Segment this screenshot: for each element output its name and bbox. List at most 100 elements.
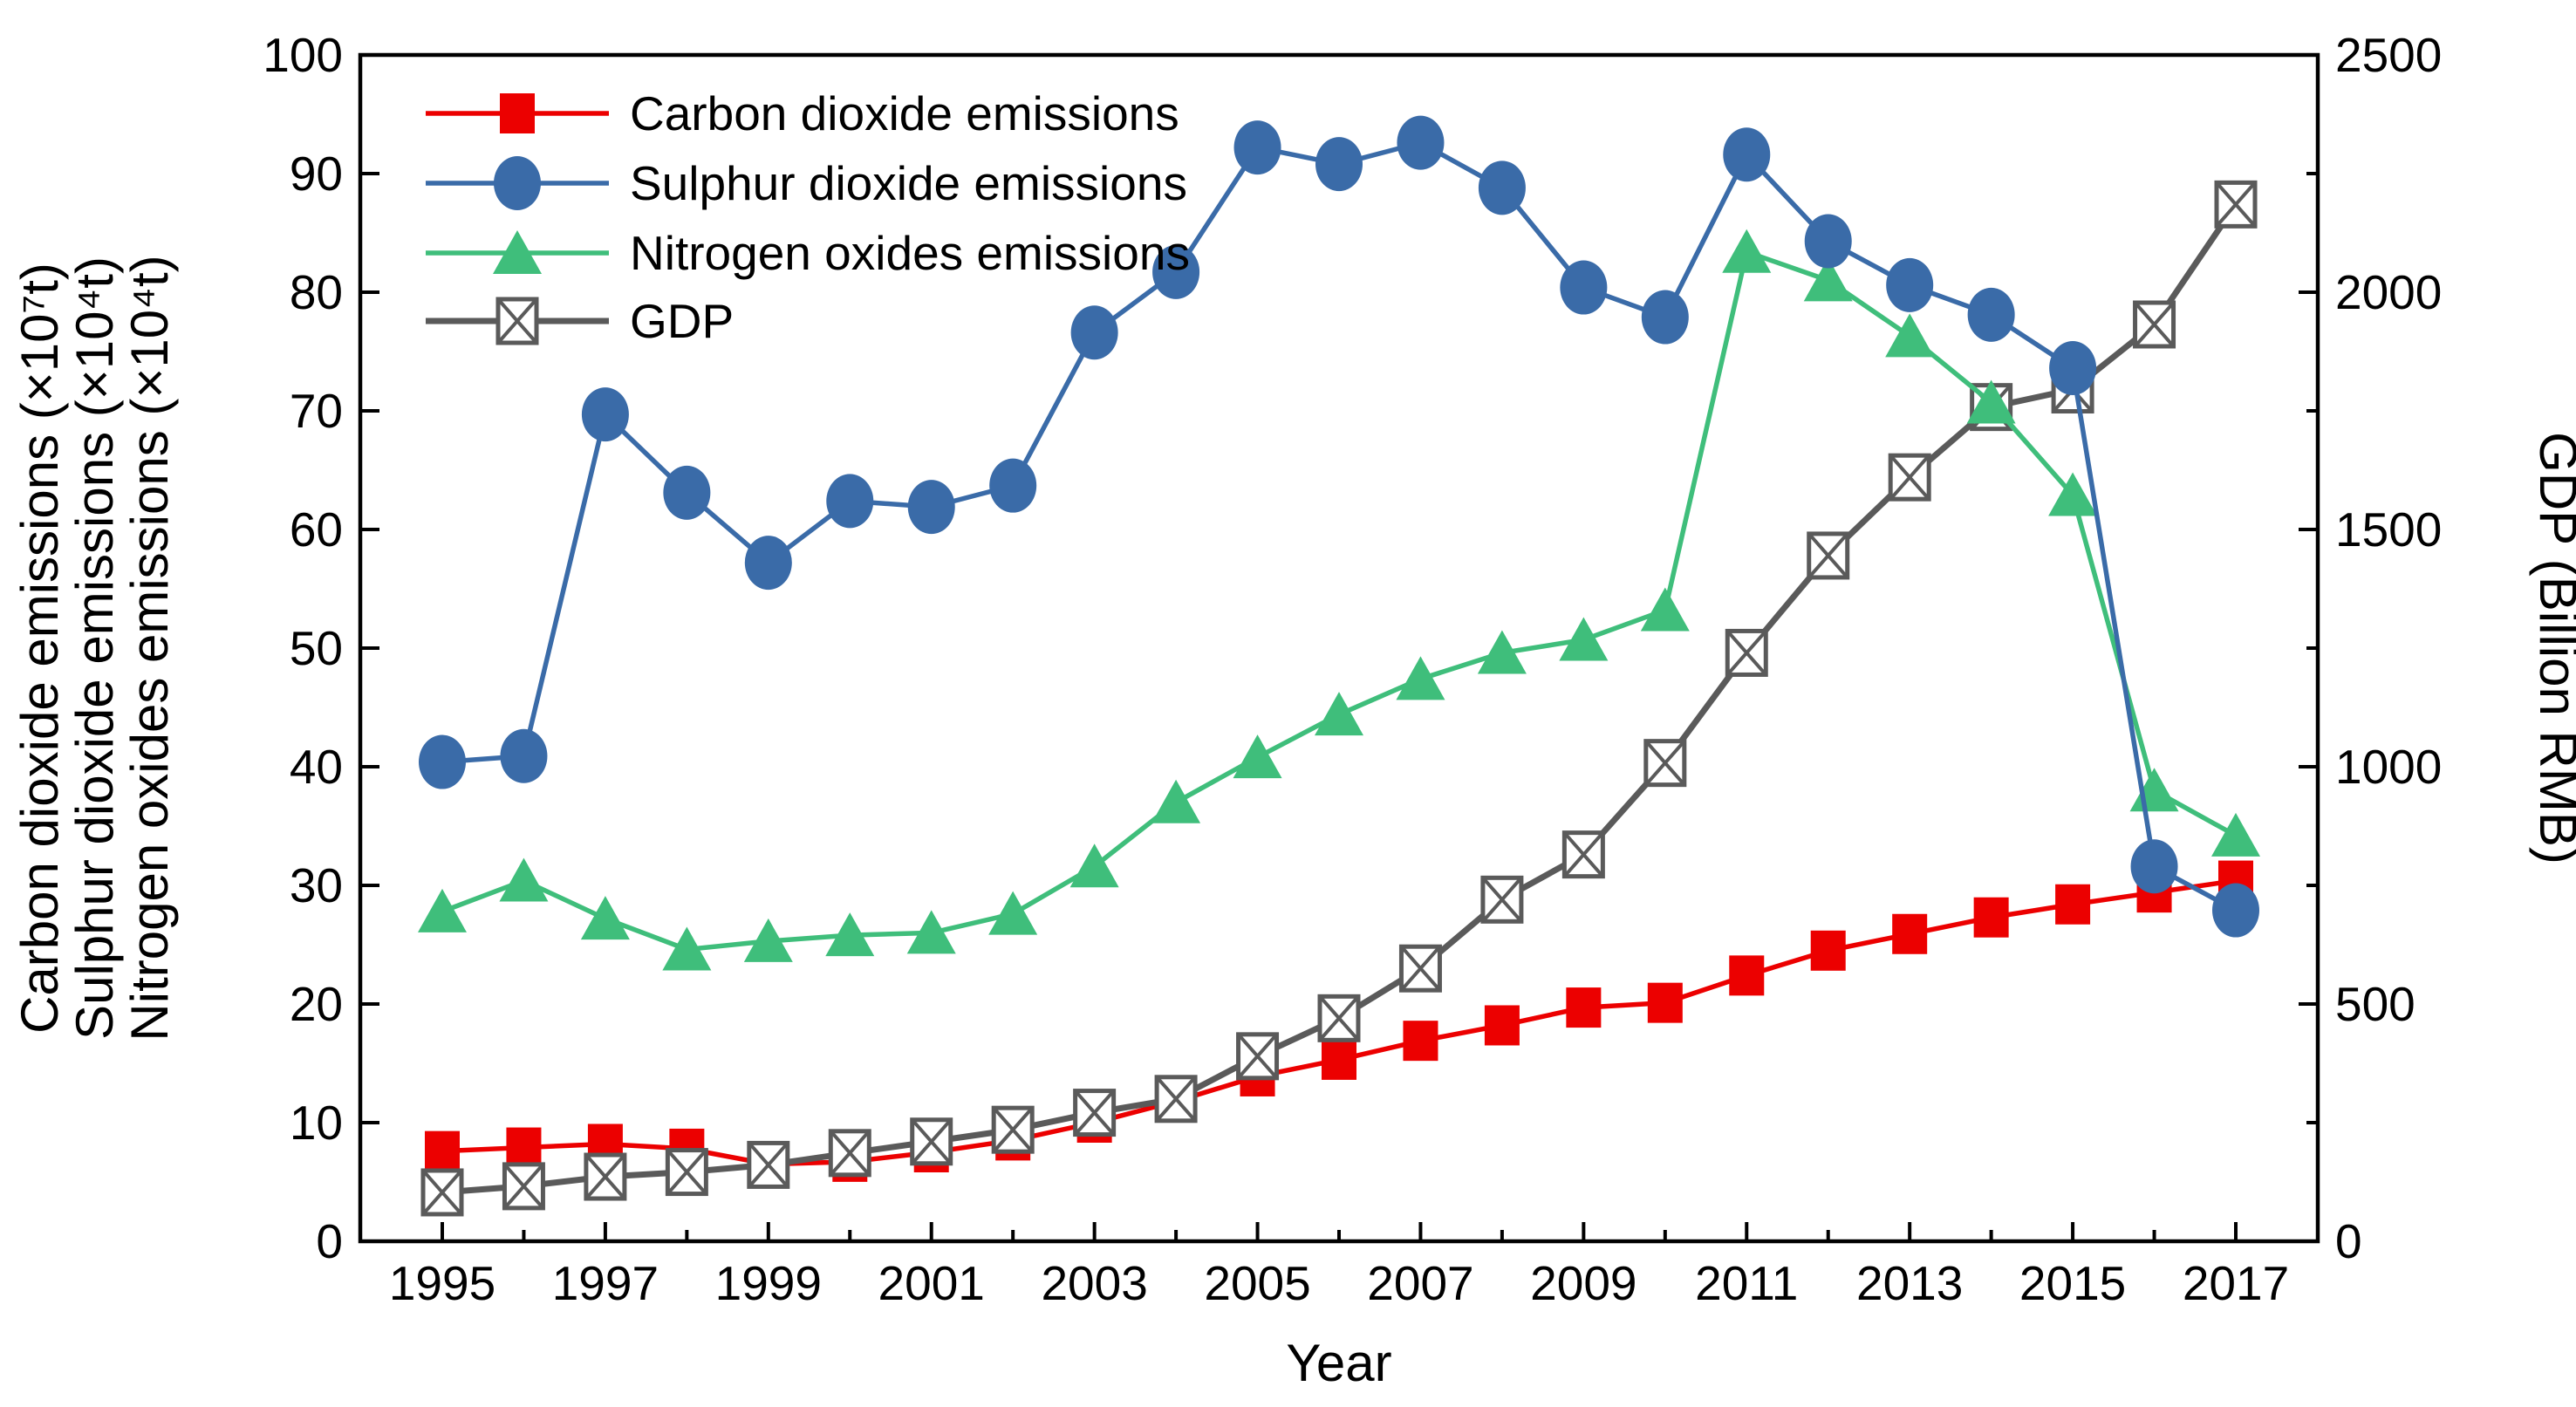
x-tick-label: 2015 [2019,1256,2126,1310]
data-point-marker [1723,127,1771,182]
legend: Carbon dioxide emissions Sulphur dioxide… [630,86,1190,348]
series-sulphur-dioxide-emissions [419,115,2259,938]
data-point-marker [743,918,793,962]
x-tick-label: 2003 [1041,1256,1147,1310]
legend-label-sulphur-dioxide: Sulphur dioxide emissions [630,156,1187,210]
data-point-marker [1810,930,1846,971]
data-point-marker [1403,1021,1438,1062]
left-y-tick-label: 90 [290,147,343,201]
left-y-tick-label: 30 [290,858,343,912]
data-point-marker [906,910,956,954]
data-point-marker [1315,692,1363,736]
marker-x-stroke [992,1106,1034,1153]
legend-label-carbon-dioxide: Carbon dioxide emissions [630,86,1179,140]
data-point-marker [2049,341,2097,396]
data-point-marker [825,912,875,957]
x-tick-label: 1999 [715,1256,822,1310]
x-tick-label: 2011 [1695,1256,1798,1310]
x-tick-label: 1997 [552,1256,659,1310]
plot-area: 1995 1997 1999 2001 2003 2005 2007 2009 2011 2013… [263,28,2442,1310]
marker-x-stroke [1318,994,1360,1042]
data-point-marker [662,926,712,971]
data-point-marker [1397,115,1445,170]
marker-x-stroke [496,297,538,345]
left-y-tick-label: 0 [316,1214,343,1268]
left-y-tick-label: 60 [290,502,343,557]
data-point-marker [2212,883,2259,938]
series-nitrogen-oxides-emissions [418,229,2260,971]
data-point-marker [1152,244,1200,299]
x-tick-label: 2017 [2183,1256,2289,1310]
data-point-marker [1151,779,1201,823]
marker-x-stroke [2215,181,2257,228]
right-y-tick-label: 0 [2335,1214,2362,1268]
data-point-marker [1641,290,1689,345]
right-y-tick-label: 2000 [2335,265,2442,319]
right-y-axis: 0 500 1000 1500 2000 2500 [2299,28,2442,1268]
left-axis-title-line-nox: Nitrogen oxides emissions (×10⁴t) [120,255,179,1041]
marker-x-stroke [1562,831,1604,878]
data-point-marker [1885,313,1935,358]
marker-x-stroke [748,1142,789,1188]
x-tick-label: 2009 [1530,1256,1636,1310]
marker-x-stroke [1807,532,1849,579]
data-point-marker [1640,587,1690,632]
legend-label-gdp: GDP [630,294,734,348]
data-point-marker [425,1130,460,1171]
right-y-tick-label: 500 [2335,977,2415,1031]
data-point-marker [2055,884,2091,925]
series-gdp [420,180,2258,1217]
left-y-tick-label: 70 [290,384,343,438]
data-point-marker [1722,229,1772,273]
data-point-marker [1647,982,1683,1023]
data-point-marker [493,230,542,274]
data-point-marker [988,891,1038,935]
data-point-marker [1804,214,1852,269]
marker-x-stroke [1155,1076,1197,1123]
data-point-marker [500,93,535,133]
data-point-marker [1396,656,1445,700]
x-tick-label: 2001 [878,1256,985,1310]
data-point-marker [1315,137,1363,192]
data-point-marker [499,857,549,902]
left-y-tick-label: 80 [290,265,343,319]
data-point-marker [1484,1005,1520,1046]
marker-x-stroke [911,1118,953,1165]
legend-glyphs [426,93,609,345]
data-point-marker [744,536,792,591]
x-axis: 1995 1997 1999 2001 2003 2005 2007 2009 2011 2013… [389,1222,2289,1310]
data-point-marker [1803,257,1853,302]
data-point-marker [1566,987,1602,1028]
right-y-tick-label: 1000 [2335,740,2442,794]
data-point-marker [1233,734,1282,779]
marker-x-stroke [1237,1033,1279,1080]
data-point-marker [494,156,541,210]
data-point-marker [1478,161,1526,215]
data-point-marker [500,728,548,783]
marker-x-stroke [1889,454,1930,501]
x-tick-label: 2005 [1204,1256,1310,1310]
data-point-marker [989,458,1037,513]
legend-label-nitrogen-oxides: Nitrogen oxides emissions [630,226,1190,280]
left-y-tick-label: 10 [290,1096,343,1150]
data-point-marker [826,474,874,529]
data-point-marker [1560,260,1608,315]
data-point-marker [1886,257,1934,312]
data-point-marker [1973,897,2009,938]
left-y-tick-label: 20 [290,977,343,1031]
right-axis-title: GDP (Billion RMB) [2529,432,2576,864]
data-point-marker [580,896,630,940]
x-tick-label: 2007 [1367,1256,1473,1310]
marker-x-stroke [829,1130,871,1177]
marker-x-stroke [421,1169,463,1216]
data-point-marker [581,387,629,442]
marker-x-stroke [2134,301,2176,348]
marker-x-stroke [1644,740,1686,786]
marker-x-stroke [584,1153,626,1200]
right-y-tick-label: 1500 [2335,502,2442,557]
data-point-marker [2130,839,2178,894]
x-axis-title: Year [1286,1334,1391,1392]
data-point-marker [1729,955,1765,996]
x-tick-label: 2013 [1856,1256,1963,1310]
